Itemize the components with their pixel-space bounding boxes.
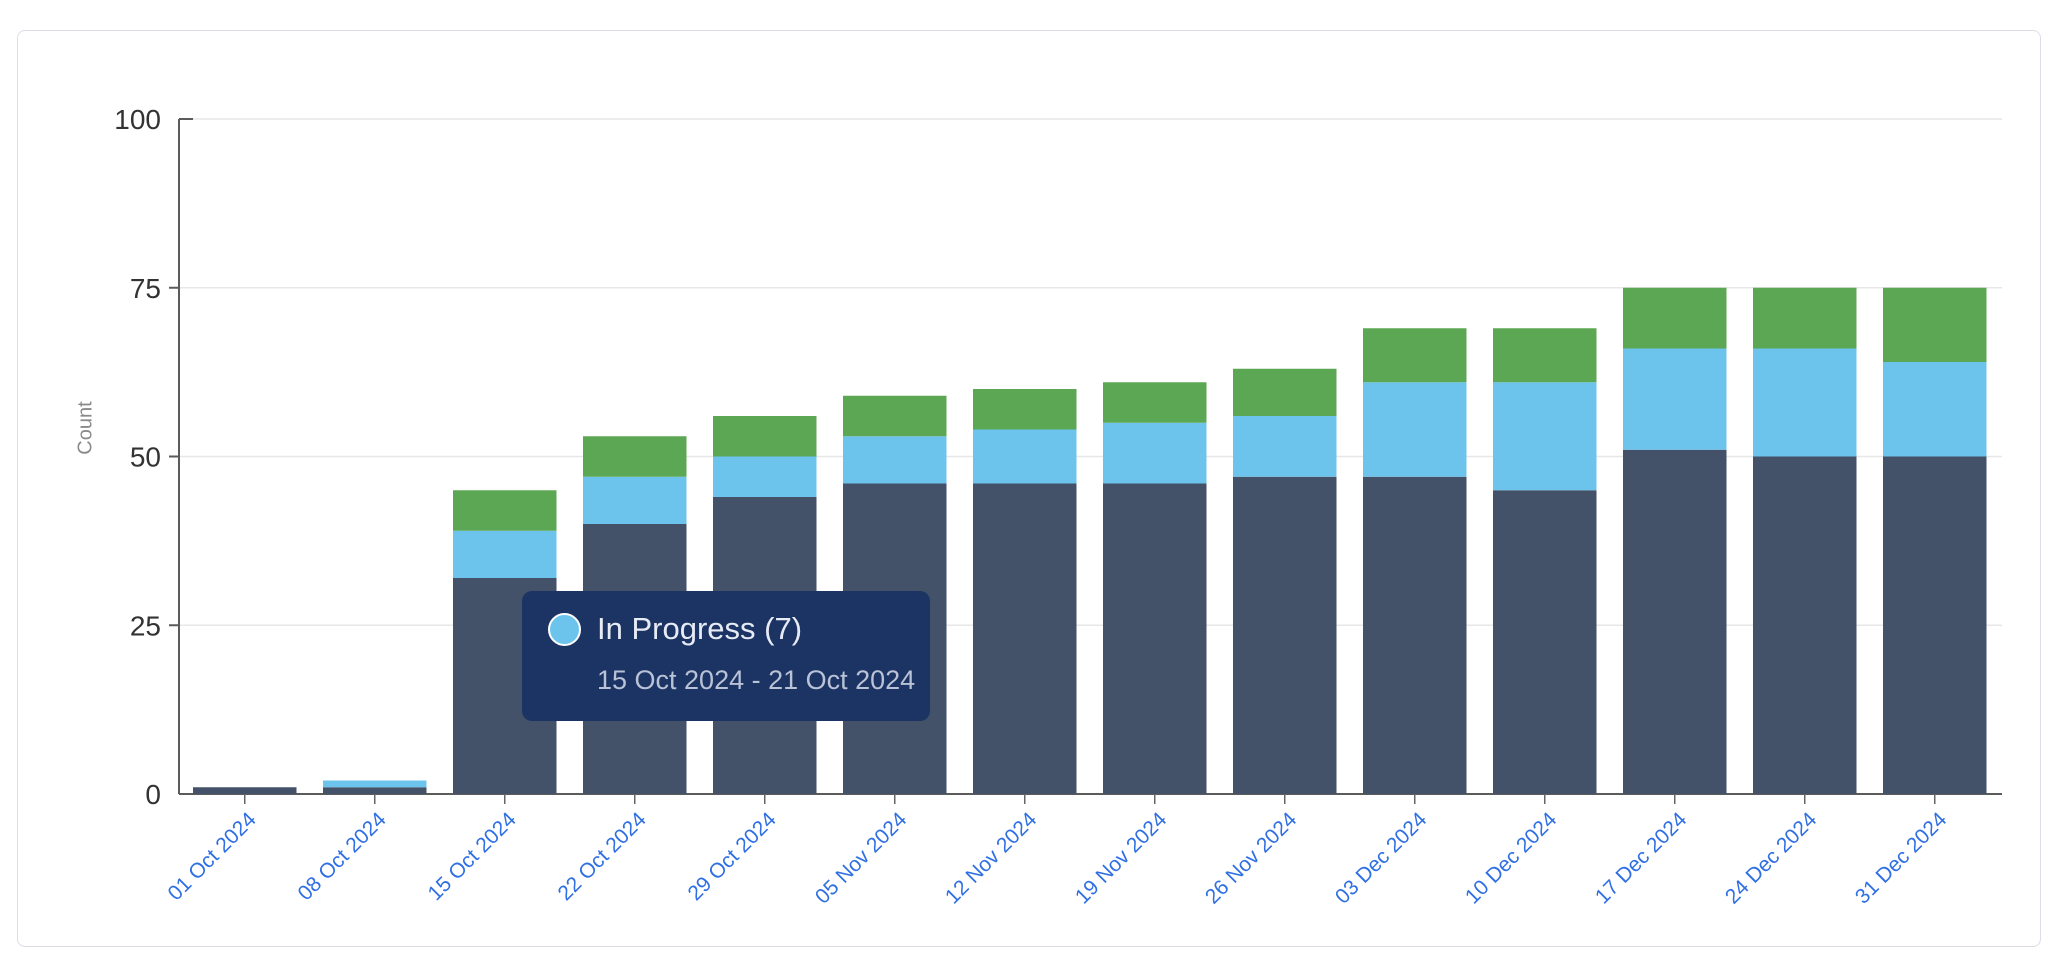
svg-text:75: 75 <box>130 273 161 304</box>
svg-text:50: 50 <box>130 442 161 473</box>
svg-text:25: 25 <box>130 610 161 641</box>
svg-text:0: 0 <box>145 779 161 810</box>
svg-text:100: 100 <box>114 104 161 135</box>
